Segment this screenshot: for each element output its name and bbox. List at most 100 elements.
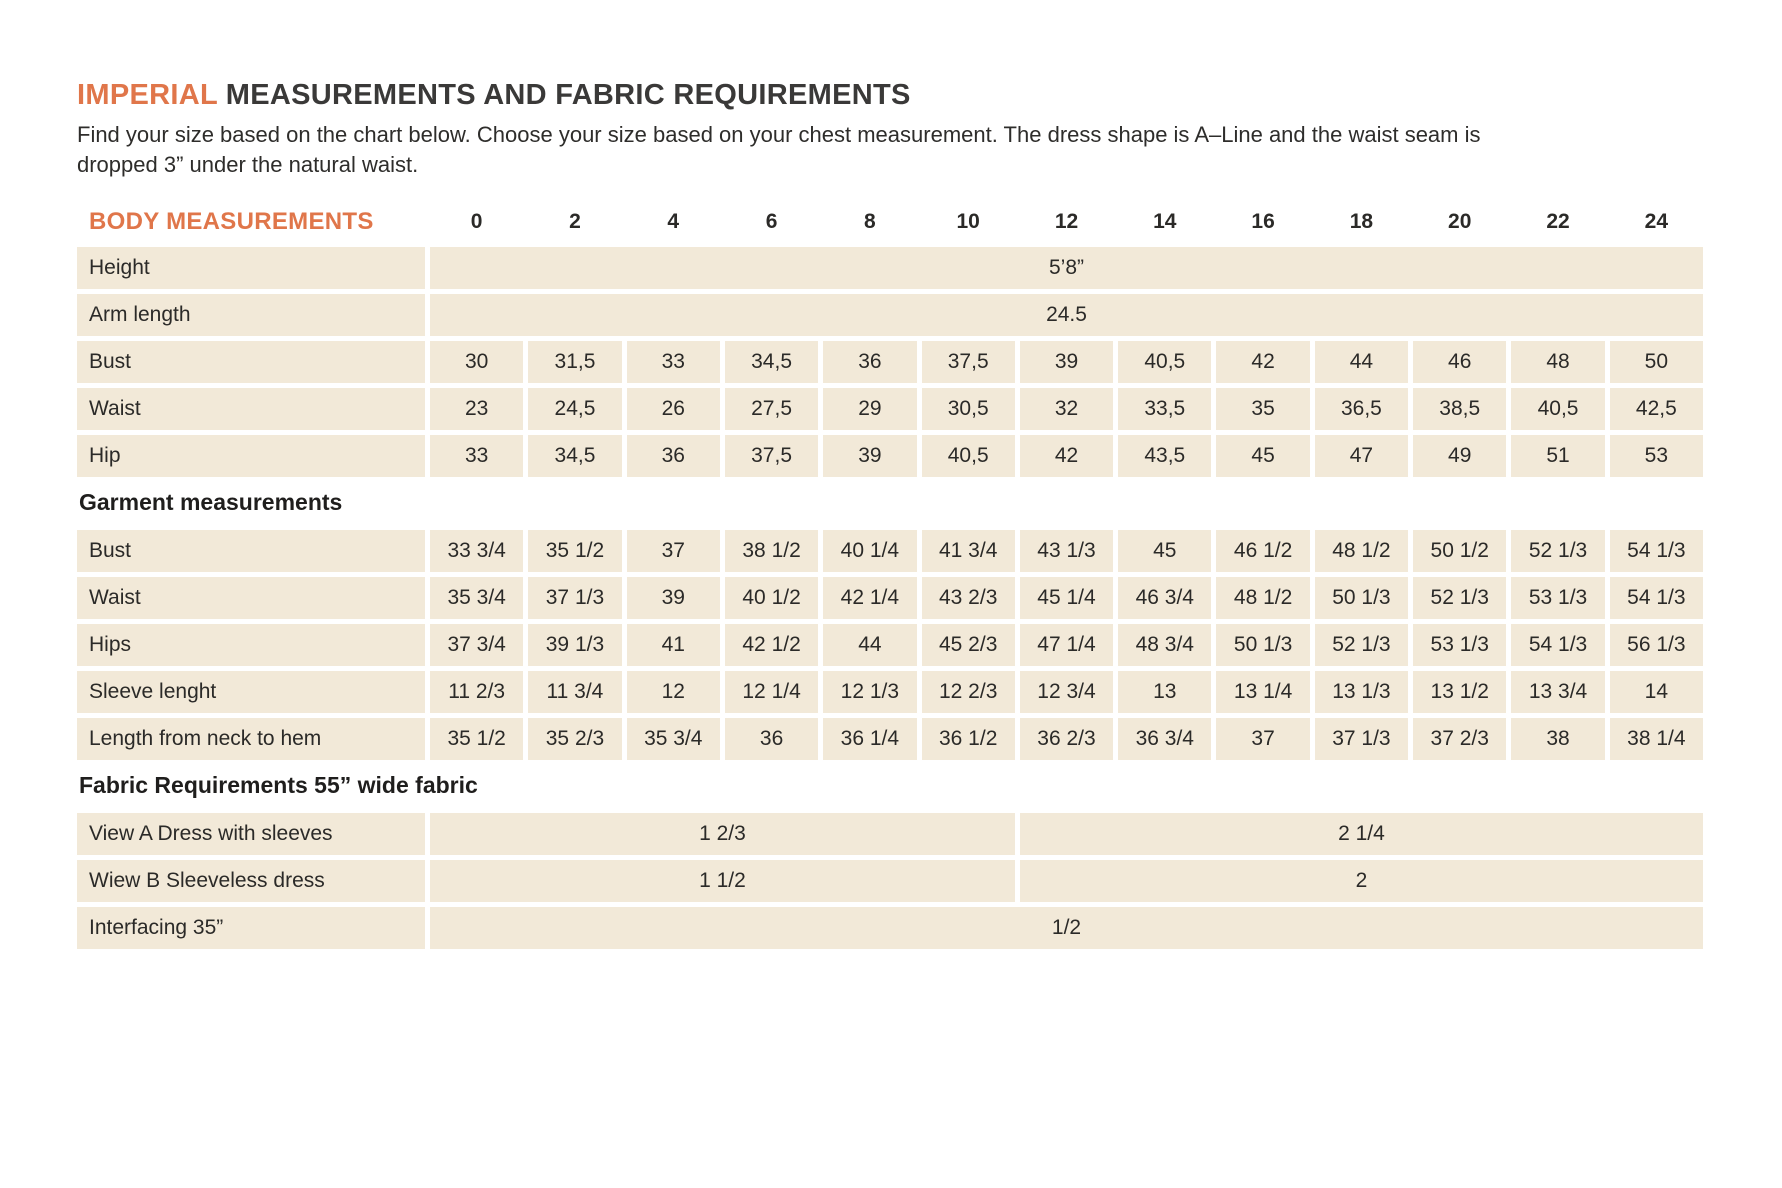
value-cell: 33,5 [1118,388,1212,431]
size-column-header: 4 [667,210,680,234]
value-cell: 52 1/3 [1413,577,1507,620]
value-cell: 40,5 [1118,341,1212,384]
value-cell: 14 [1609,671,1703,714]
value-cell: 46 [1413,341,1507,384]
value-cell: 11 3/4 [528,671,622,714]
value-cell: 54 1/3 [1511,624,1605,667]
value-cell: 12 1/4 [724,671,819,714]
content: IMPERIAL MEASUREMENTS AND FABRIC REQUIRE… [77,79,1703,954]
page-subtitle: Find your size based on the chart below.… [77,121,1481,177]
table-header-row: BODY MEASUREMENTS 0 2 4 6 8 10 12 14 16 18 20 22 24 [77,203,1703,241]
row-span-value: 5’8” [430,247,1703,290]
value-cell: 35 1/2 [528,530,622,573]
value-cell: 48 [1511,341,1605,384]
value-cell: 38,5 [1413,388,1507,431]
row-label: Interfacing 35” [77,907,425,950]
value-cell: 53 1/3 [1413,624,1507,667]
value-cell: 13 [1118,671,1212,714]
value-cell: 13 1/3 [1314,671,1409,714]
size-column-header: 14 [1153,210,1177,234]
value-cell: 39 [823,435,917,478]
value-cell: 47 [1314,435,1409,478]
page-title: IMPERIAL MEASUREMENTS AND FABRIC REQUIRE… [77,79,1703,112]
value-cell: 48 3/4 [1118,624,1212,667]
value-cell: 53 [1609,435,1703,478]
value-cell: 38 1/4 [1609,718,1703,761]
table-row: Height 5’8” [77,247,1703,290]
value-cell: 34,5 [528,435,622,478]
fabric-left-span-value: 1 2/3 [430,813,1015,856]
value-cell: 36 2/3 [1019,718,1114,761]
fabric-right-span-value: 2 1/4 [1019,813,1703,856]
table-row: Arm length 24.5 [77,294,1703,337]
value-cell: 37 1/3 [528,577,622,620]
value-cell: 52 1/3 [1314,624,1409,667]
value-cell: 36 1/4 [823,718,917,761]
fabric-right-span-value: 2 [1019,860,1703,903]
value-cell: 42,5 [1609,388,1703,431]
value-cell: 37,5 [921,341,1015,384]
value-cell: 13 3/4 [1511,671,1605,714]
value-cell: 40,5 [1511,388,1605,431]
table-row: Bust 33 3/4 35 1/2 37 38 1/2 40 1/4 41 3/4 43 1… [77,530,1703,573]
value-cell: 42 1/2 [724,624,819,667]
value-cell: 12 [626,671,720,714]
value-cell: 36 [823,341,917,384]
value-cell: 47 1/4 [1019,624,1114,667]
value-cell: 33 [626,341,720,384]
value-cell: 43 2/3 [921,577,1015,620]
value-cell: 50 1/2 [1413,530,1507,573]
value-cell: 51 [1511,435,1605,478]
value-cell: 36,5 [1314,388,1409,431]
table-row: Interfacing 35” 1/2 [77,907,1703,950]
value-cell: 13 1/4 [1216,671,1310,714]
table-row: Hip 33 34,5 36 37,5 39 40,5 42 43,5 45 47 49 51 53 [77,435,1703,478]
value-cell: 49 [1413,435,1507,478]
value-cell: 46 1/2 [1216,530,1310,573]
value-cell: 45 [1118,530,1212,573]
row-label: Wiew B Sleeveless dress [77,860,425,903]
table-row: Waist 35 3/4 37 1/3 39 40 1/2 42 1/4 43 2/3 45 … [77,577,1703,620]
value-cell: 26 [626,388,720,431]
table-row: Hips 37 3/4 39 1/3 41 42 1/2 44 45 2/3 47 1/4 48… [77,624,1703,667]
value-cell: 12 1/3 [823,671,917,714]
value-cell: 52 1/3 [1511,530,1605,573]
title-rest: MEASUREMENTS AND FABRIC REQUIREMENTS [225,79,911,111]
value-cell: 12 2/3 [921,671,1015,714]
table-row: Length from neck to hem 35 1/2 35 2/3 35 3/… [77,718,1703,761]
value-cell: 41 3/4 [921,530,1015,573]
value-cell: 53 1/3 [1511,577,1605,620]
value-cell: 32 [1019,388,1114,431]
value-cell: 44 [823,624,917,667]
table-row: Sleeve lenght 11 2/3 11 3/4 12 12 1/4 12 1/3 1… [77,671,1703,714]
value-cell: 27,5 [724,388,819,431]
value-cell: 46 3/4 [1118,577,1212,620]
value-cell: 54 1/3 [1609,530,1703,573]
size-column-header: 12 [1054,210,1079,234]
value-cell: 54 1/3 [1609,577,1703,620]
value-cell: 43 1/3 [1019,530,1114,573]
value-cell: 36 [724,718,819,761]
value-cell: 35 2/3 [528,718,622,761]
value-cell: 30 [430,341,524,384]
value-cell: 35 [1216,388,1310,431]
value-cell: 11 2/3 [430,671,524,714]
row-label: Waist [77,577,425,620]
value-cell: 13 1/2 [1413,671,1507,714]
garment-section-heading: Garment measurements [79,489,343,516]
value-cell: 36 [626,435,720,478]
value-cell: 39 1/3 [528,624,622,667]
row-label: View A Dress with sleeves [77,813,425,856]
value-cell: 33 3/4 [430,530,524,573]
value-cell: 23 [430,388,524,431]
value-cell: 35 3/4 [626,718,720,761]
value-cell: 39 [626,577,720,620]
value-cell: 30,5 [921,388,1015,431]
value-cell: 45 2/3 [921,624,1015,667]
value-cell: 39 [1019,341,1114,384]
title-highlight: IMPERIAL [77,79,218,111]
row-label: Bust [77,530,425,573]
size-column-header: 18 [1349,210,1374,234]
value-cell: 37 2/3 [1413,718,1507,761]
